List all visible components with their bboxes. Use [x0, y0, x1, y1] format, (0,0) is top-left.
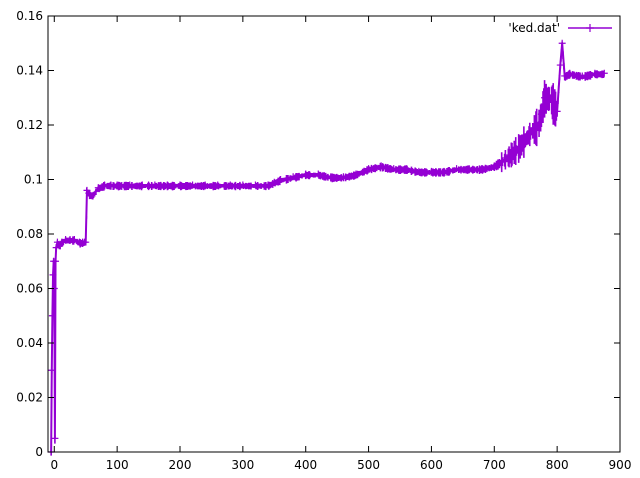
series-point	[478, 165, 486, 173]
series-point	[51, 434, 59, 442]
x-tick-label: 700	[483, 458, 506, 472]
series-point	[558, 39, 566, 47]
series-point	[365, 165, 373, 173]
series-point	[390, 165, 398, 173]
series-point	[52, 257, 60, 265]
x-tick-label: 800	[546, 458, 569, 472]
y-tick-label: 0.02	[16, 391, 43, 405]
series-point	[163, 181, 171, 189]
series-point	[578, 72, 586, 80]
series-point	[49, 271, 57, 279]
series-point	[214, 181, 222, 189]
y-tick-label: 0.16	[16, 9, 43, 23]
x-tick-label: 400	[294, 458, 317, 472]
series-point	[302, 170, 310, 178]
series-point	[138, 181, 146, 189]
x-tick-label: 0	[50, 458, 58, 472]
series-point	[402, 165, 410, 173]
series-point	[415, 167, 423, 175]
series-point	[145, 181, 153, 189]
series-point	[270, 178, 278, 186]
series-point	[528, 126, 536, 134]
series-point	[94, 184, 102, 192]
series-point	[58, 238, 66, 246]
y-tick-label: 0.06	[16, 282, 43, 296]
legend: 'ked.dat'	[508, 21, 612, 35]
y-tick-label: 0.14	[16, 64, 43, 78]
x-tick-label: 300	[231, 458, 254, 472]
series-point	[82, 238, 90, 246]
series-point	[314, 170, 322, 178]
series-point	[561, 72, 569, 80]
series-point	[48, 312, 56, 320]
series-point	[537, 110, 545, 118]
series-point	[440, 167, 448, 175]
series-layer	[47, 39, 608, 456]
series-point	[339, 173, 347, 181]
y-tick-label: 0.08	[16, 227, 43, 241]
series-point	[600, 69, 608, 77]
y-tick-label: 0	[35, 445, 43, 459]
series-point	[70, 235, 78, 243]
series-point	[151, 181, 159, 189]
series-point	[251, 181, 259, 189]
series-point	[88, 192, 96, 200]
legend-label: 'ked.dat'	[508, 21, 560, 35]
series-point	[591, 69, 599, 77]
series-point	[490, 162, 498, 170]
series-point	[515, 143, 523, 151]
series-point	[547, 94, 555, 102]
series-point	[427, 167, 435, 175]
series-point	[327, 173, 335, 181]
series-point	[176, 181, 184, 189]
x-tick-label: 900	[609, 458, 632, 472]
y-tick-label: 0.04	[16, 336, 43, 350]
y-tick-label: 0.1	[24, 173, 43, 187]
series-point	[566, 69, 574, 77]
x-tick-label: 500	[357, 458, 380, 472]
series-point	[352, 170, 360, 178]
series-point	[226, 181, 234, 189]
series-point	[264, 181, 272, 189]
series-point	[48, 366, 56, 374]
series-point	[377, 162, 385, 170]
series-point	[113, 181, 121, 189]
series-point	[201, 181, 209, 189]
series-point	[289, 173, 297, 181]
series-point	[126, 181, 134, 189]
x-tick-label: 200	[169, 458, 192, 472]
series-point	[465, 165, 473, 173]
series-point	[107, 181, 115, 189]
y-tick-label: 0.12	[16, 118, 43, 132]
series-point	[189, 181, 197, 189]
legend-plus-marker	[586, 24, 594, 32]
x-tick-label: 100	[106, 458, 129, 472]
ticks-layer: 0 100 200 300 400 500 600 700 800 900 0 0.02 0.04 0.0…	[16, 9, 631, 472]
series-point	[101, 181, 109, 189]
series-point	[453, 165, 461, 173]
series-point	[239, 181, 247, 189]
x-tick-label: 600	[420, 458, 443, 472]
series-point	[553, 107, 561, 115]
series-point	[534, 121, 542, 129]
series-point	[503, 154, 511, 162]
series-point	[541, 94, 549, 102]
series-point	[556, 61, 564, 69]
legend-marker	[586, 24, 594, 32]
series-point	[277, 176, 285, 183]
